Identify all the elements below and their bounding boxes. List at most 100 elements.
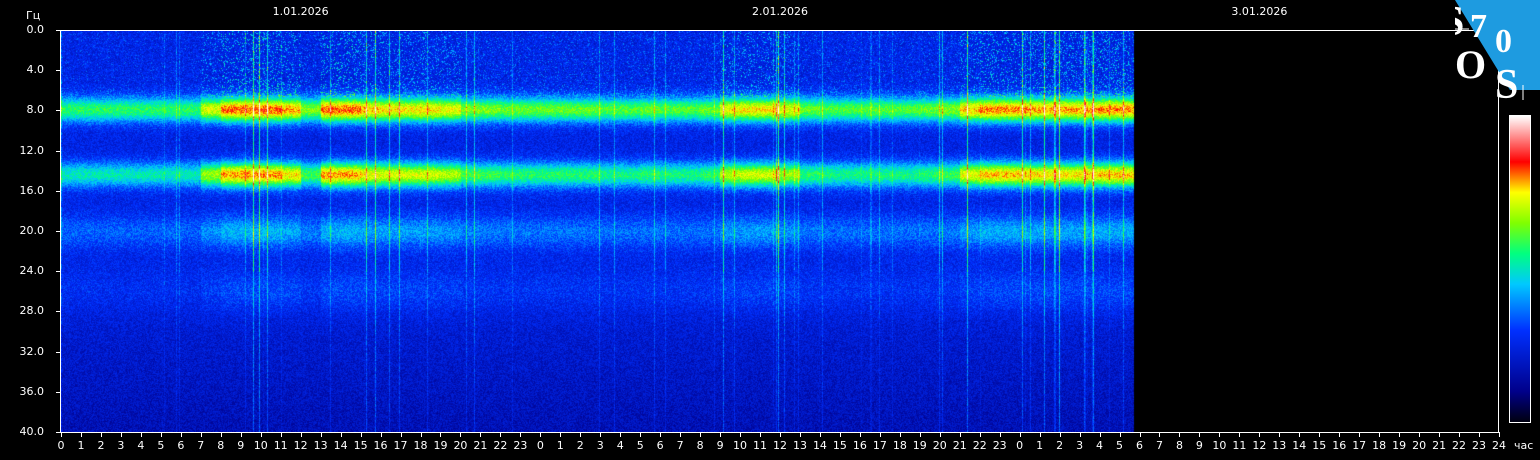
x-tick-label: 20 (453, 439, 468, 452)
x-tick-label: 21 (1432, 439, 1447, 452)
x-tick-label: 5 (636, 439, 644, 452)
x-tick (300, 432, 302, 437)
x-tick (1359, 432, 1361, 437)
x-tick-label: 3 (1076, 439, 1084, 452)
x-tick (340, 432, 342, 437)
x-tick-label: 14 (812, 439, 827, 452)
x-tick-label: 17 (1352, 439, 1367, 452)
x-tick-label: 16 (852, 439, 867, 452)
x-tick (380, 432, 382, 437)
y-tick-label: 8.0 (26, 103, 45, 117)
x-tick (220, 432, 222, 437)
x-tick-label: 15 (1312, 439, 1327, 452)
x-tick (160, 432, 162, 437)
x-tick-label: 4 (137, 439, 145, 452)
svg-text:0: 0 (1495, 23, 1512, 60)
x-tick (839, 432, 841, 437)
x-tick-label: 12 (1252, 439, 1267, 452)
svg-text:O: O (1455, 42, 1486, 87)
x-tick (819, 432, 821, 437)
x-tick (560, 432, 562, 437)
x-tick (480, 432, 482, 437)
x-tick (500, 432, 502, 437)
x-tick (919, 432, 921, 437)
y-tick-label: 24.0 (19, 264, 45, 278)
x-tick (899, 432, 901, 437)
colorbar (1509, 115, 1531, 423)
x-tick (620, 432, 622, 437)
x-tick (1319, 432, 1321, 437)
x-tick-label: 7 (676, 439, 684, 452)
x-tick (1219, 432, 1221, 437)
x-tick-label: 11 (273, 439, 288, 452)
x-tick (760, 432, 762, 437)
x-tick-label: 2 (97, 439, 105, 452)
x-tick-label: 18 (892, 439, 907, 452)
x-tick (879, 432, 881, 437)
x-tick-label: 21 (473, 439, 488, 452)
x-tick (540, 432, 542, 437)
x-tick (1019, 432, 1021, 437)
date-label: 1.01.2026 (272, 5, 329, 18)
x-tick-label: 12 (293, 439, 308, 452)
x-tick (460, 432, 462, 437)
x-tick-label: 7 (1155, 439, 1163, 452)
x-tick (1379, 432, 1381, 437)
x-tick-label: 23 (992, 439, 1007, 452)
x-tick-label: 14 (333, 439, 348, 452)
x-tick (420, 432, 422, 437)
x-tick-label: 19 (1392, 439, 1407, 452)
y-tick-label: 40.0 (19, 425, 45, 438)
y-tick-label: 16.0 (19, 183, 45, 197)
x-tick-label: 8 (217, 439, 225, 452)
date-label: 3.01.2026 (1231, 5, 1288, 18)
x-tick-label: 11 (1232, 439, 1247, 452)
x-tick-label: 17 (872, 439, 887, 452)
y-tick (56, 150, 61, 152)
y-tick (56, 351, 61, 353)
x-tick-label: 20 (1412, 439, 1427, 452)
y-tick (56, 391, 61, 393)
x-tick-label: 17 (393, 439, 408, 452)
x-tick (320, 432, 322, 437)
x-tick (640, 432, 642, 437)
x-tick-label: 3 (596, 439, 604, 452)
svg-text:S: S (1455, 0, 1464, 45)
x-tick-label: 12 (773, 439, 787, 452)
x-tick (120, 432, 122, 437)
x-tick-label: 21 (952, 439, 967, 452)
x-tick-label: 2 (1056, 439, 1064, 452)
x-tick-label: 0 (57, 439, 65, 452)
x-tick-label: 1 (556, 439, 564, 452)
x-tick (680, 432, 682, 437)
x-tick (1399, 432, 1401, 437)
y-tick (56, 70, 61, 72)
y-tick-label: 4.0 (26, 63, 45, 77)
x-tick (61, 432, 62, 437)
x-tick-label: 18 (1372, 439, 1387, 452)
x-tick (280, 432, 282, 437)
x-tick-label: 13 (313, 439, 328, 452)
x-tick-label: 8 (1175, 439, 1183, 452)
x-tick (1179, 432, 1181, 437)
x-tick (999, 432, 1001, 437)
x-tick-label: 23 (1472, 439, 1487, 452)
x-tick (180, 432, 182, 437)
x-tick-label: 19 (433, 439, 448, 452)
x-tick (1099, 432, 1101, 437)
y-axis-unit-label: Гц (26, 9, 41, 22)
x-tick-label: 22 (493, 439, 508, 452)
y-tick (56, 271, 61, 273)
y-tick (56, 110, 61, 112)
x-tick (740, 432, 742, 437)
x-tick (700, 432, 702, 437)
x-tick (1279, 432, 1281, 437)
x-tick (1419, 432, 1421, 437)
x-tick (1259, 432, 1261, 437)
x-tick-label: 15 (832, 439, 847, 452)
x-tick (979, 432, 981, 437)
x-tick-label: 11 (753, 439, 768, 452)
x-tick-label: 9 (1195, 439, 1203, 452)
sos70-logo: S 7 0 O S (1455, 0, 1540, 100)
x-tick (140, 432, 142, 437)
